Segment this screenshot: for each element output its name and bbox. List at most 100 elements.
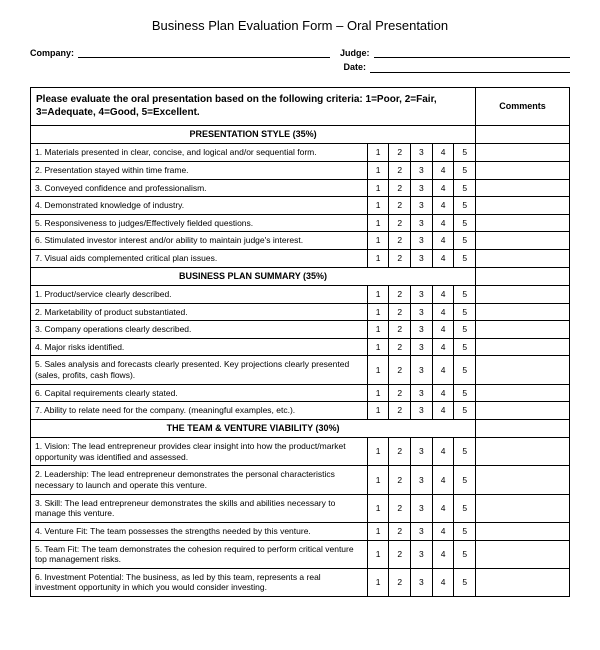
score-cell[interactable]: 3: [411, 321, 433, 339]
score-cell[interactable]: 2: [389, 232, 411, 250]
score-cell[interactable]: 1: [367, 338, 389, 356]
score-cell[interactable]: 4: [432, 161, 454, 179]
score-cell[interactable]: 1: [367, 179, 389, 197]
score-cell[interactable]: 4: [432, 250, 454, 268]
score-cell[interactable]: 5: [454, 402, 476, 420]
score-cell[interactable]: 2: [389, 321, 411, 339]
date-input-line[interactable]: [370, 62, 570, 73]
comment-cell[interactable]: [476, 540, 570, 568]
score-cell[interactable]: 5: [454, 232, 476, 250]
score-cell[interactable]: 5: [454, 356, 476, 384]
score-cell[interactable]: 4: [432, 384, 454, 402]
score-cell[interactable]: 4: [432, 568, 454, 596]
score-cell[interactable]: 3: [411, 161, 433, 179]
score-cell[interactable]: 3: [411, 250, 433, 268]
score-cell[interactable]: 1: [367, 161, 389, 179]
score-cell[interactable]: 2: [389, 144, 411, 162]
score-cell[interactable]: 5: [454, 250, 476, 268]
comment-cell[interactable]: [476, 126, 570, 144]
comment-cell[interactable]: [476, 384, 570, 402]
comment-cell[interactable]: [476, 438, 570, 466]
score-cell[interactable]: 5: [454, 568, 476, 596]
judge-input-line[interactable]: [374, 47, 570, 58]
comment-cell[interactable]: [476, 285, 570, 303]
score-cell[interactable]: 1: [367, 285, 389, 303]
score-cell[interactable]: 3: [411, 466, 433, 494]
score-cell[interactable]: 4: [432, 214, 454, 232]
score-cell[interactable]: 1: [367, 522, 389, 540]
score-cell[interactable]: 5: [454, 494, 476, 522]
score-cell[interactable]: 2: [389, 285, 411, 303]
score-cell[interactable]: 4: [432, 522, 454, 540]
score-cell[interactable]: 2: [389, 303, 411, 321]
score-cell[interactable]: 5: [454, 438, 476, 466]
score-cell[interactable]: 5: [454, 540, 476, 568]
score-cell[interactable]: 1: [367, 250, 389, 268]
score-cell[interactable]: 3: [411, 402, 433, 420]
comment-cell[interactable]: [476, 419, 570, 437]
score-cell[interactable]: 2: [389, 402, 411, 420]
score-cell[interactable]: 3: [411, 232, 433, 250]
comment-cell[interactable]: [476, 232, 570, 250]
score-cell[interactable]: 4: [432, 197, 454, 215]
score-cell[interactable]: 4: [432, 466, 454, 494]
score-cell[interactable]: 2: [389, 522, 411, 540]
score-cell[interactable]: 3: [411, 494, 433, 522]
score-cell[interactable]: 3: [411, 384, 433, 402]
score-cell[interactable]: 2: [389, 356, 411, 384]
score-cell[interactable]: 4: [432, 321, 454, 339]
score-cell[interactable]: 2: [389, 540, 411, 568]
score-cell[interactable]: 1: [367, 144, 389, 162]
score-cell[interactable]: 5: [454, 321, 476, 339]
score-cell[interactable]: 2: [389, 466, 411, 494]
score-cell[interactable]: 1: [367, 321, 389, 339]
company-input-line[interactable]: [78, 47, 330, 58]
score-cell[interactable]: 5: [454, 285, 476, 303]
score-cell[interactable]: 4: [432, 540, 454, 568]
score-cell[interactable]: 1: [367, 540, 389, 568]
comment-cell[interactable]: [476, 466, 570, 494]
comment-cell[interactable]: [476, 338, 570, 356]
score-cell[interactable]: 2: [389, 161, 411, 179]
score-cell[interactable]: 4: [432, 179, 454, 197]
comment-cell[interactable]: [476, 144, 570, 162]
comment-cell[interactable]: [476, 179, 570, 197]
comment-cell[interactable]: [476, 321, 570, 339]
score-cell[interactable]: 3: [411, 568, 433, 596]
score-cell[interactable]: 1: [367, 568, 389, 596]
score-cell[interactable]: 3: [411, 197, 433, 215]
score-cell[interactable]: 5: [454, 303, 476, 321]
score-cell[interactable]: 5: [454, 161, 476, 179]
comment-cell[interactable]: [476, 522, 570, 540]
score-cell[interactable]: 5: [454, 214, 476, 232]
comment-cell[interactable]: [476, 494, 570, 522]
score-cell[interactable]: 3: [411, 540, 433, 568]
score-cell[interactable]: 4: [432, 438, 454, 466]
score-cell[interactable]: 2: [389, 338, 411, 356]
score-cell[interactable]: 3: [411, 303, 433, 321]
score-cell[interactable]: 4: [432, 338, 454, 356]
score-cell[interactable]: 1: [367, 214, 389, 232]
score-cell[interactable]: 5: [454, 197, 476, 215]
comment-cell[interactable]: [476, 214, 570, 232]
score-cell[interactable]: 1: [367, 232, 389, 250]
score-cell[interactable]: 3: [411, 144, 433, 162]
comment-cell[interactable]: [476, 197, 570, 215]
score-cell[interactable]: 2: [389, 197, 411, 215]
score-cell[interactable]: 1: [367, 438, 389, 466]
score-cell[interactable]: 5: [454, 338, 476, 356]
score-cell[interactable]: 1: [367, 402, 389, 420]
score-cell[interactable]: 1: [367, 356, 389, 384]
score-cell[interactable]: 2: [389, 179, 411, 197]
score-cell[interactable]: 4: [432, 285, 454, 303]
score-cell[interactable]: 1: [367, 197, 389, 215]
score-cell[interactable]: 5: [454, 179, 476, 197]
score-cell[interactable]: 3: [411, 179, 433, 197]
score-cell[interactable]: 5: [454, 522, 476, 540]
score-cell[interactable]: 2: [389, 384, 411, 402]
score-cell[interactable]: 3: [411, 285, 433, 303]
score-cell[interactable]: 2: [389, 438, 411, 466]
comment-cell[interactable]: [476, 356, 570, 384]
score-cell[interactable]: 4: [432, 494, 454, 522]
score-cell[interactable]: 5: [454, 384, 476, 402]
